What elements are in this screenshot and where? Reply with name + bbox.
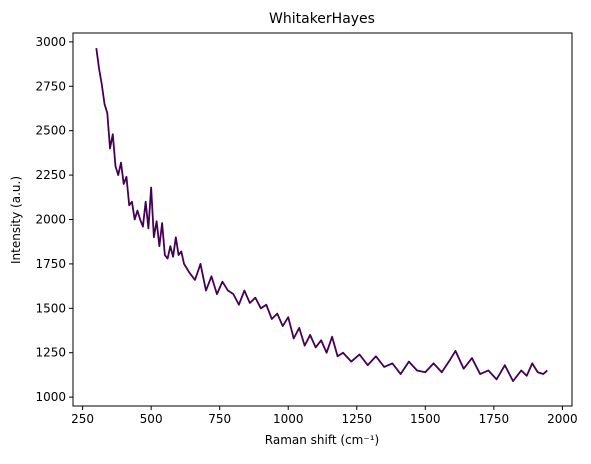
x-tick-label: 1500 [410, 412, 441, 426]
x-tick-label: 1000 [273, 412, 304, 426]
x-tick-label: 500 [140, 412, 163, 426]
y-tick-label: 3000 [35, 35, 66, 49]
x-tick-label: 750 [208, 412, 231, 426]
y-tick-label: 2000 [35, 213, 66, 227]
y-tick-label: 2750 [35, 79, 66, 93]
y-tick-label: 1000 [35, 390, 66, 404]
x-tick-label: 1250 [341, 412, 372, 426]
y-tick-label: 1250 [35, 346, 66, 360]
y-tick-label: 1500 [35, 301, 66, 315]
y-tick-label: 2500 [35, 124, 66, 138]
chart-title: WhitakerHayes [269, 11, 375, 27]
y-tick-label: 1750 [35, 257, 66, 271]
x-tick-label: 2000 [547, 412, 578, 426]
x-axis-label: Raman shift (cm⁻¹) [265, 433, 379, 447]
data-line [95, 47, 548, 383]
x-tick-label: 250 [71, 412, 94, 426]
y-axis-label: Intensity (a.u.) [9, 176, 23, 264]
x-tick-label: 1750 [479, 412, 510, 426]
y-tick-label: 2250 [35, 168, 66, 182]
